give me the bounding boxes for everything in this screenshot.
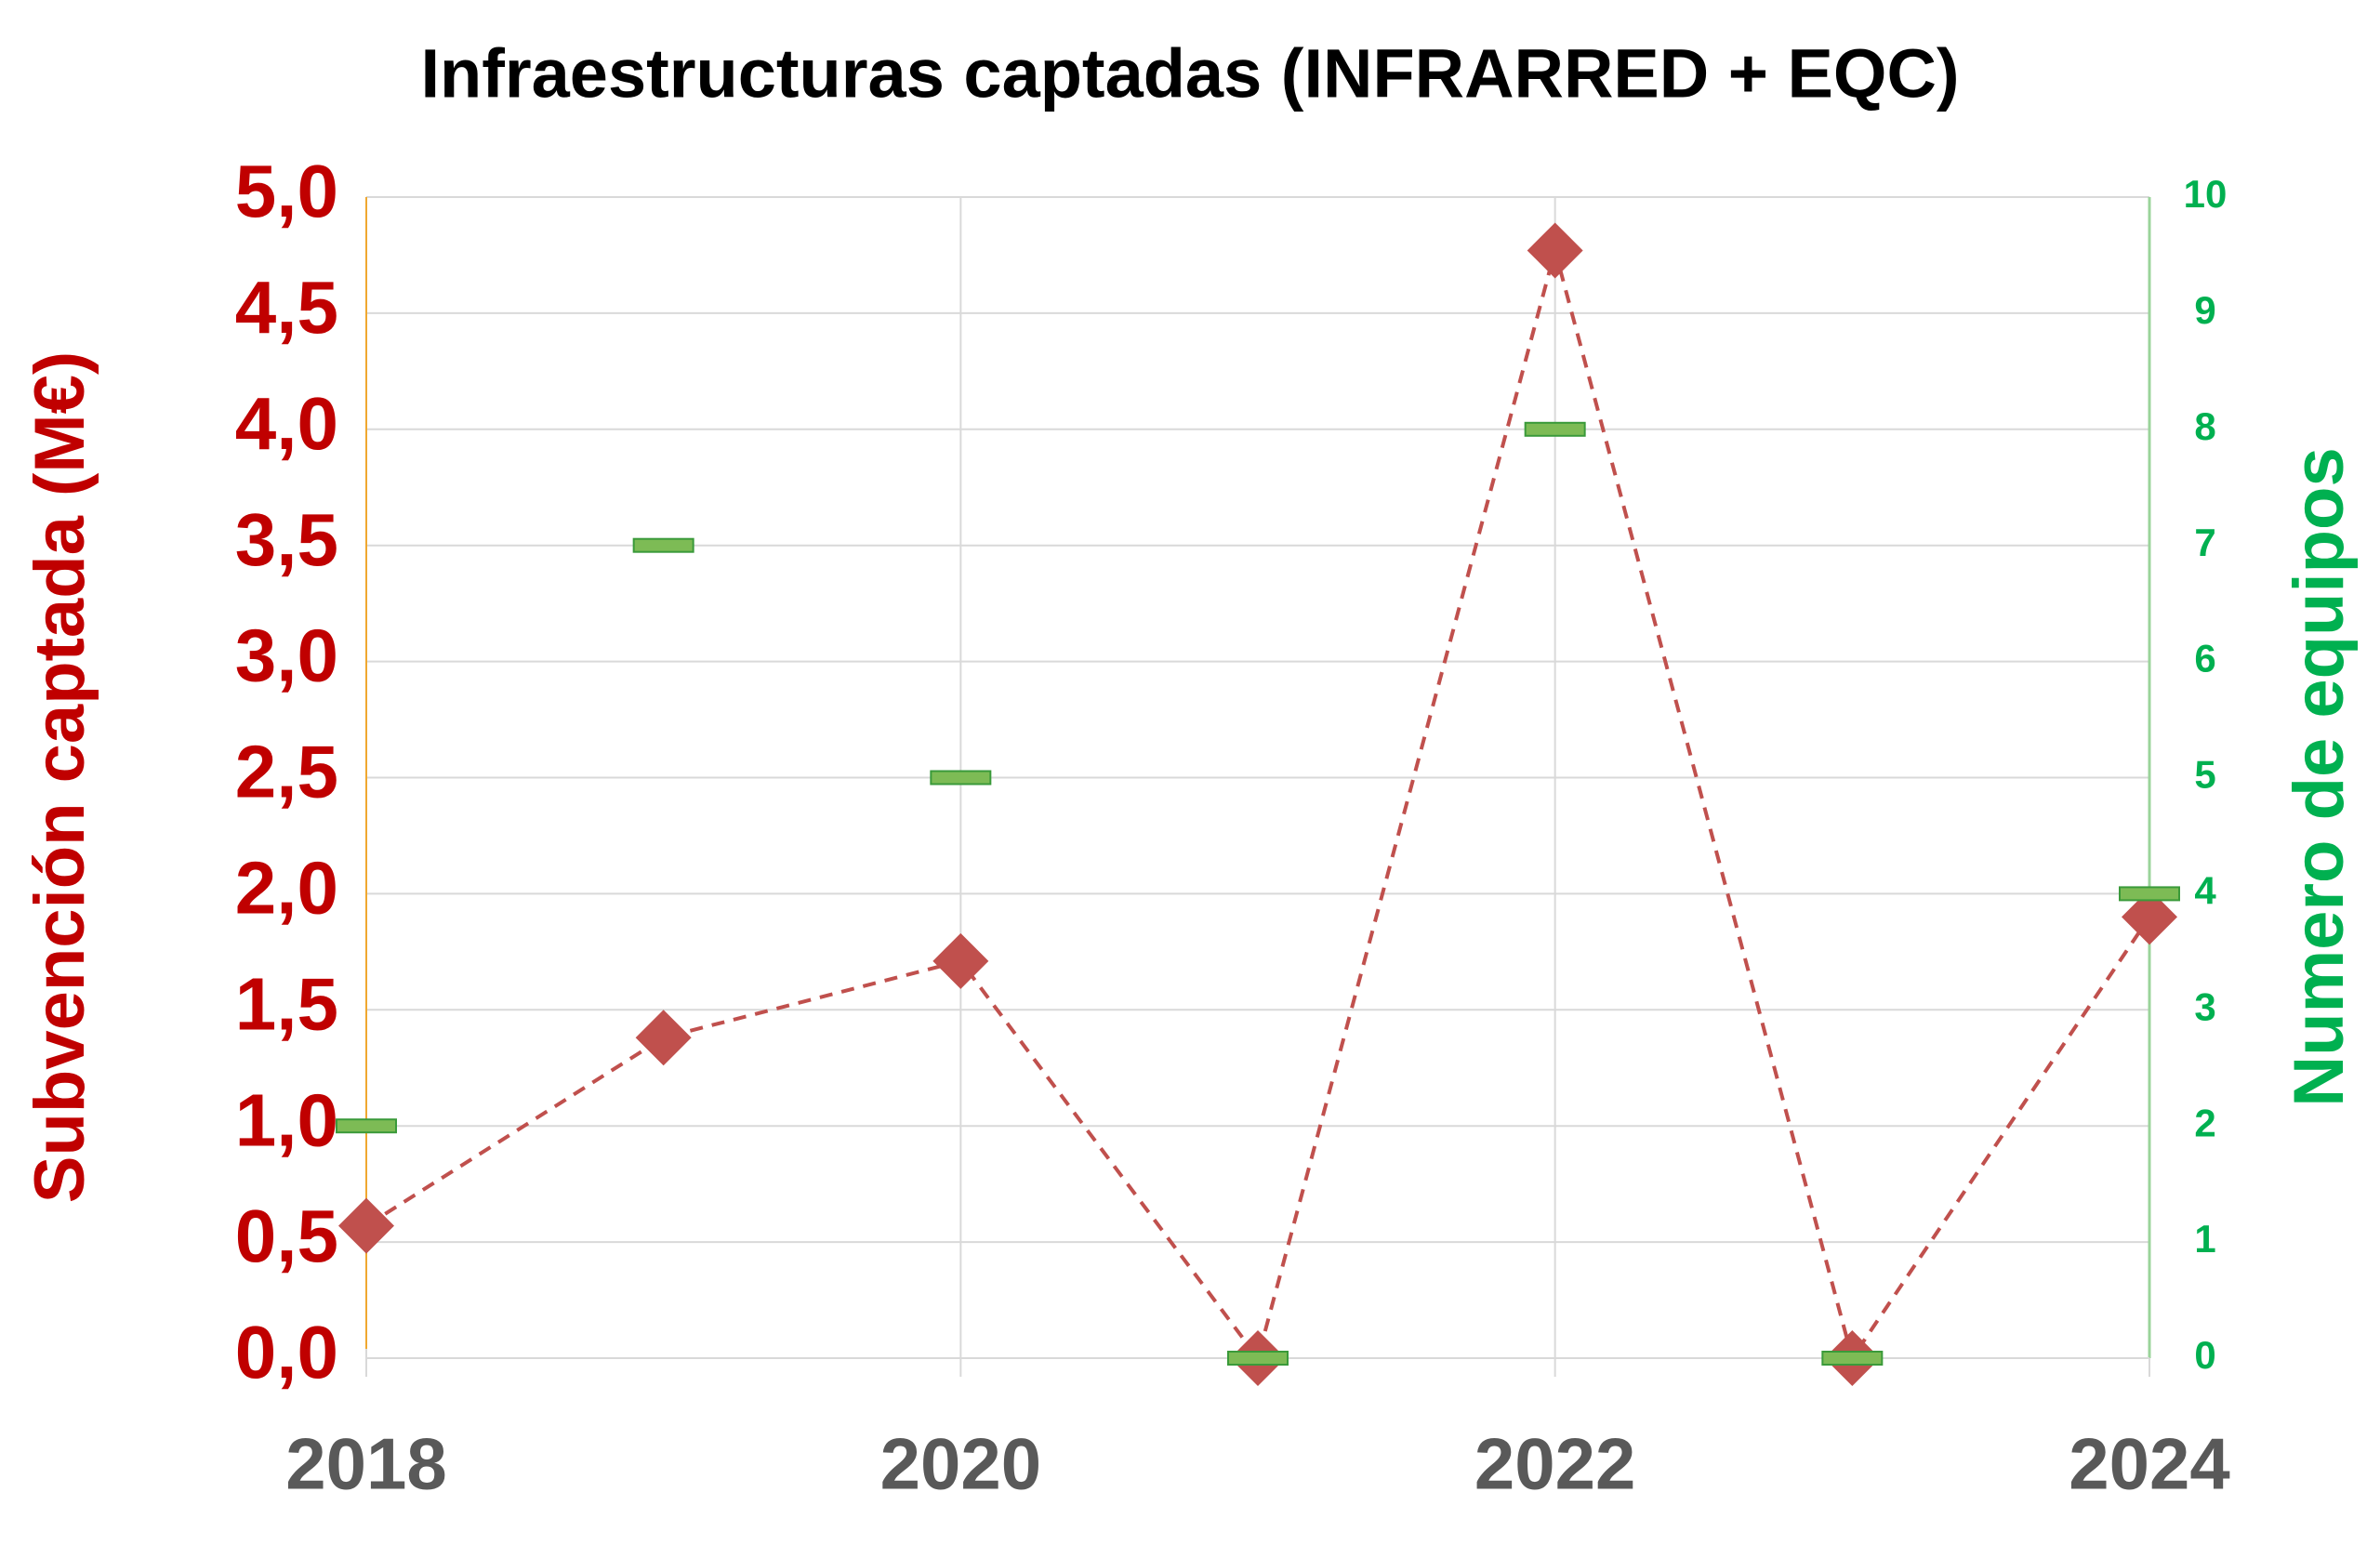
diamond-marker (932, 932, 989, 989)
dash-marker (1524, 421, 1586, 437)
dash-marker (2119, 886, 2180, 902)
y-tick-label: 4,5 (235, 266, 338, 349)
y-tick-label: 0,0 (235, 1311, 338, 1393)
series-line (364, 243, 2151, 1363)
diamond-marker (2122, 889, 2177, 945)
dash-marker (1821, 1351, 1884, 1366)
y-tick-label: 5,0 (235, 150, 338, 232)
y2-tick-label: 8 (2194, 404, 2215, 448)
chart-title: Infraestructuras captadas (INFRARRED + E… (420, 35, 1959, 112)
y-tick-label: 3,5 (235, 498, 338, 581)
y2-axis-title: Numero de equipos (2280, 447, 2359, 1106)
dash-marker (632, 537, 694, 553)
y2-tick-label: 4 (2194, 868, 2216, 912)
y-tick-label: 4,0 (235, 382, 338, 465)
dash-marker (930, 770, 992, 786)
y2-tick-label: 3 (2194, 984, 2215, 1028)
y2-tick-label: 6 (2194, 637, 2215, 680)
x-tick-label: 2020 (880, 1423, 1042, 1505)
y2-tick-label: 9 (2194, 288, 2215, 332)
x-tick-label: 2022 (1474, 1423, 1636, 1505)
y2-tick-label: 1 (2194, 1217, 2215, 1261)
y-tick-label: 2,5 (235, 731, 338, 813)
y2-tick-label: 0 (2194, 1333, 2215, 1377)
x-tick-label: 2024 (2069, 1423, 2230, 1505)
diamond-marker (338, 1197, 394, 1254)
y-tick-label: 1,5 (235, 962, 338, 1045)
dash-marker (336, 1118, 397, 1134)
diamond-marker (1527, 222, 1583, 279)
y2-tick-label: 2 (2194, 1101, 2215, 1144)
dash-marker (1227, 1351, 1289, 1366)
y2-tick-label: 7 (2194, 521, 2215, 564)
y-tick-label: 0,5 (235, 1195, 338, 1277)
y-axis-title: Subvención captada (M€) (20, 351, 99, 1203)
y-tick-label: 1,0 (235, 1078, 338, 1161)
diamond-marker (635, 1010, 692, 1066)
y-tick-label: 2,0 (235, 847, 338, 930)
y2-tick-label: 10 (2184, 172, 2228, 216)
x-tick-label: 2018 (285, 1423, 447, 1505)
y-tick-label: 3,0 (235, 614, 338, 697)
y2-tick-label: 5 (2194, 753, 2215, 797)
